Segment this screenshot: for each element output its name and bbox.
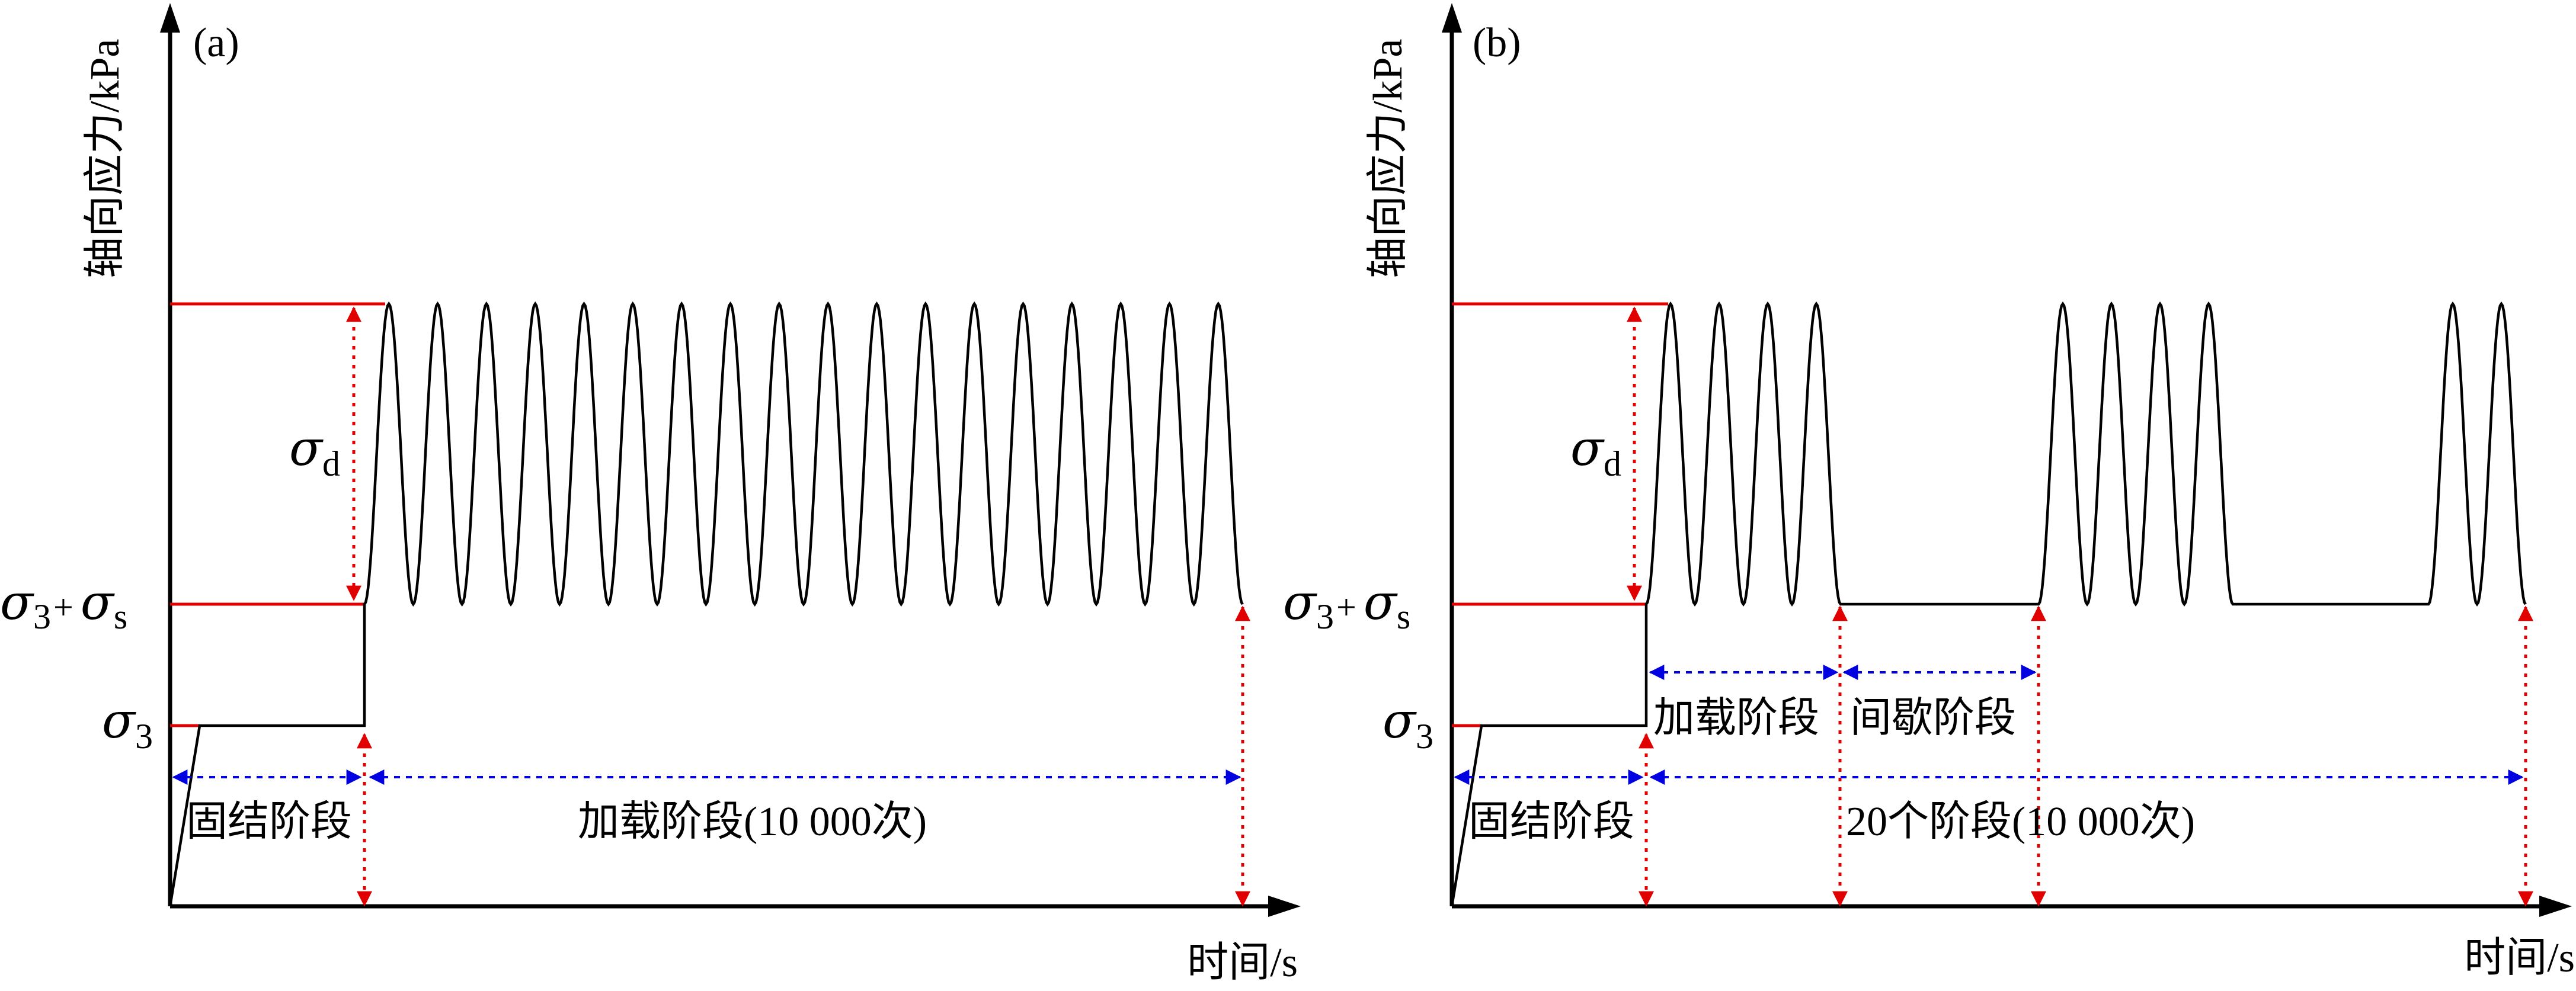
stage-label-loading-a: 加载阶段(10 000次) xyxy=(578,799,927,845)
y-axis-arrowhead-b xyxy=(1442,3,1462,33)
x-axis-label-b: 时间/s xyxy=(2464,935,2575,981)
panel-a: (a) 轴向应力/kPa 时间/s σd σ3+ σs σ3 固结阶段 加载阶段(… xyxy=(0,3,1301,986)
sigma-d-label-b: σd xyxy=(1570,421,1621,483)
x-axis-arrowhead-b xyxy=(2539,896,2572,917)
load-curve-b xyxy=(1450,301,2527,907)
y-axis-arrowhead-a xyxy=(160,3,180,33)
stage-label-rest-b: 间歇阶段 xyxy=(1850,695,2016,741)
panel-label-b: (b) xyxy=(1473,20,1521,66)
x-axis-label-a: 时间/s xyxy=(1187,940,1298,986)
panel-label-a: (a) xyxy=(193,20,239,66)
sigma3-label-a: σ3 xyxy=(102,693,153,756)
y-axis-label-b: 轴向应力/kPa xyxy=(1365,39,1411,278)
stage-label-total-b: 20个阶段(10 000次) xyxy=(1846,799,2195,845)
stage-label-consolidation-a: 固结阶段 xyxy=(186,799,352,845)
x-axis-arrowhead-a xyxy=(1268,896,1301,917)
sigma3-plus-sigmas-label-b: σ3+ σs xyxy=(1283,575,1410,636)
sigma3-label-b: σ3 xyxy=(1383,693,1433,756)
sigma-d-label-a: σd xyxy=(289,421,340,483)
stage-label-consolidation-b: 固结阶段 xyxy=(1468,799,1634,845)
load-curve-a xyxy=(168,301,1244,907)
sigma3-plus-sigmas-label-a: σ3+ σs xyxy=(0,575,127,636)
stage-label-loading-b: 加载阶段 xyxy=(1653,695,1819,741)
panel-b: (b) 轴向应力/kPa 时间/s σd σ3+ σs σ3 固结阶段 加载阶段 … xyxy=(1283,3,2575,981)
y-axis-label-a: 轴向应力/kPa xyxy=(82,39,128,278)
